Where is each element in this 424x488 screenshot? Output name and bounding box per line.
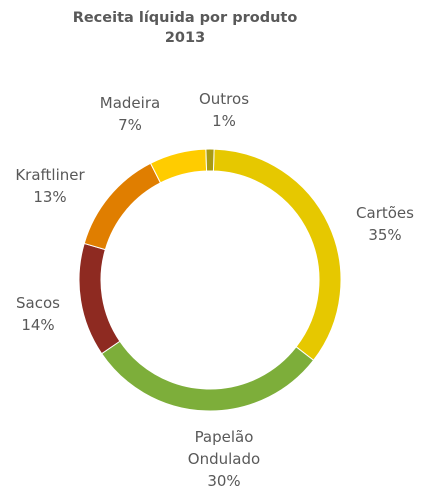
slice-label-cart-es: Cartões 35% [356,204,414,244]
slice-label-outros: Outros 1% [199,90,249,130]
slice-cart-es [212,148,342,361]
slice-kraftliner [83,162,162,251]
slice-label-madeira: Madeira 7% [100,94,160,134]
slice-papel-o-ondulado [100,340,315,412]
slice-outros [205,148,215,172]
chart-title-year: 2013 [164,30,206,46]
chart-title: Receita líquida por produto 2013 [0,8,370,48]
slice-madeira [149,148,208,184]
slice-label-papel-o-ondulado: Papelão Ondulado 30% [188,428,260,488]
slice-label-kraftliner: Kraftliner 13% [15,166,85,206]
chart-title-main: Receita líquida por produto [72,10,298,26]
slice-sacos [78,242,121,355]
slice-label-sacos: Sacos 14% [16,294,60,334]
